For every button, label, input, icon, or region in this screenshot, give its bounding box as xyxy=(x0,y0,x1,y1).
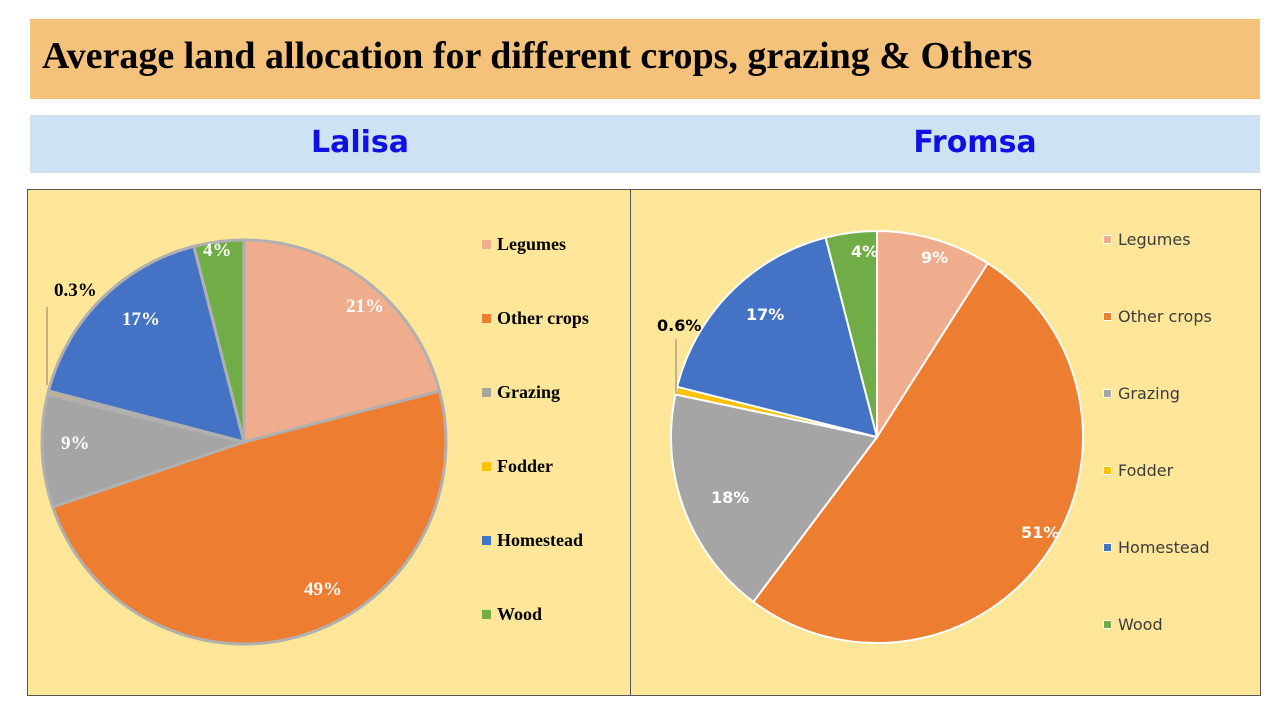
legend-label: Wood xyxy=(1118,615,1163,634)
pie-slice-lalisa-homestead xyxy=(46,244,247,445)
legend-item-lalisa-grazing: Grazing xyxy=(482,382,560,403)
pie-slice-fromsa-other-crops xyxy=(752,261,1084,644)
legend-label: Grazing xyxy=(497,382,560,402)
pie-chart-fromsa: 9% 51% 18% 0.6% 17% 4% xyxy=(657,229,1084,644)
legend-label: Fodder xyxy=(1118,461,1174,480)
data-label-fromsa-homestead: 17% xyxy=(746,305,784,324)
data-label-lalisa-grazing: 9% xyxy=(61,433,90,454)
data-label-fromsa-legumes: 9% xyxy=(921,248,948,267)
data-label-lalisa-wood: 4% xyxy=(203,240,232,261)
data-label-lalisa-fodder: 0.3% xyxy=(54,280,97,301)
legend-item-lalisa-legumes: Legumes xyxy=(482,234,566,255)
legend-label: Fodder xyxy=(497,456,553,476)
legend-swatch xyxy=(482,388,491,397)
legend-label: Homestead xyxy=(1118,538,1210,557)
data-label-lalisa-legumes: 21% xyxy=(346,296,384,317)
legend-swatch xyxy=(482,240,491,249)
page-title: Average land allocation for different cr… xyxy=(42,35,1033,77)
legend-label: Other crops xyxy=(1118,307,1212,326)
pie-slice-fromsa-legumes xyxy=(876,229,990,441)
legend-swatch xyxy=(1103,312,1112,321)
chart-panel-fromsa: 9% 51% 18% 0.6% 17% 4% Legumes Other crops Graz… xyxy=(630,189,1261,696)
legend-swatch xyxy=(482,462,491,471)
legend-item-lalisa-fodder: Fodder xyxy=(482,456,553,477)
pie-chart-lalisa: 21% 49% 9% 0.3% 17% 4% xyxy=(40,238,448,646)
pie-slice-lalisa-other-crops xyxy=(50,389,448,646)
legend-swatch xyxy=(1103,543,1112,552)
data-label-lalisa-homestead: 17% xyxy=(122,309,160,330)
legend-item-lalisa-wood: Wood xyxy=(482,604,542,625)
pie-slice-fromsa-homestead xyxy=(675,236,879,439)
legend-swatch xyxy=(482,610,491,619)
data-label-fromsa-other-crops: 51% xyxy=(1021,523,1059,542)
legend-item-fromsa-legumes: Legumes xyxy=(1103,230,1191,249)
legend-swatch xyxy=(482,536,491,545)
legend-item-fromsa-grazing: Grazing xyxy=(1103,384,1180,403)
legend-item-lalisa-homestead: Homestead xyxy=(482,530,583,551)
pie-slice-fromsa-wood xyxy=(824,229,878,438)
legend-swatch xyxy=(1103,235,1112,244)
legend-label: Legumes xyxy=(1118,230,1191,249)
legend-item-fromsa-homestead: Homestead xyxy=(1103,538,1210,557)
legend-swatch xyxy=(1103,466,1112,475)
pie-slice-lalisa-grazing xyxy=(40,392,250,509)
legend-label: Other crops xyxy=(497,308,589,328)
legend-swatch xyxy=(1103,389,1112,398)
title-bar: Average land allocation for different cr… xyxy=(30,19,1260,99)
pie-slice-fromsa-grazing xyxy=(670,393,879,604)
legend-label: Wood xyxy=(497,604,543,624)
data-label-fromsa-grazing: 18% xyxy=(711,488,749,507)
legend-item-lalisa-other-crops: Other crops xyxy=(482,308,589,329)
subtitle-left: Lalisa xyxy=(310,125,410,160)
data-label-fromsa-wood: 4% xyxy=(851,242,878,261)
legend-item-fromsa-fodder: Fodder xyxy=(1103,461,1173,480)
legend-item-fromsa-wood: Wood xyxy=(1103,615,1163,634)
subtitle-bar: Lalisa Fromsa xyxy=(30,115,1260,173)
pie-slice-lalisa-wood xyxy=(192,238,246,443)
legend-label: Grazing xyxy=(1118,384,1180,403)
chart-panel-lalisa: 21% 49% 9% 0.3% 17% 4% Legumes Other crops Graz… xyxy=(27,189,631,696)
legend-label: Homestead xyxy=(497,530,583,550)
legend-item-fromsa-other-crops: Other crops xyxy=(1103,307,1212,326)
data-label-fromsa-fodder: 0.6% xyxy=(657,316,701,335)
pie-slice-lalisa-legumes xyxy=(242,238,442,444)
subtitle-right: Fromsa xyxy=(913,125,1037,160)
legend-swatch xyxy=(1103,620,1112,629)
legend-label: Legumes xyxy=(497,234,566,254)
data-label-lalisa-other-crops: 49% xyxy=(304,579,342,600)
legend-swatch xyxy=(482,314,491,323)
